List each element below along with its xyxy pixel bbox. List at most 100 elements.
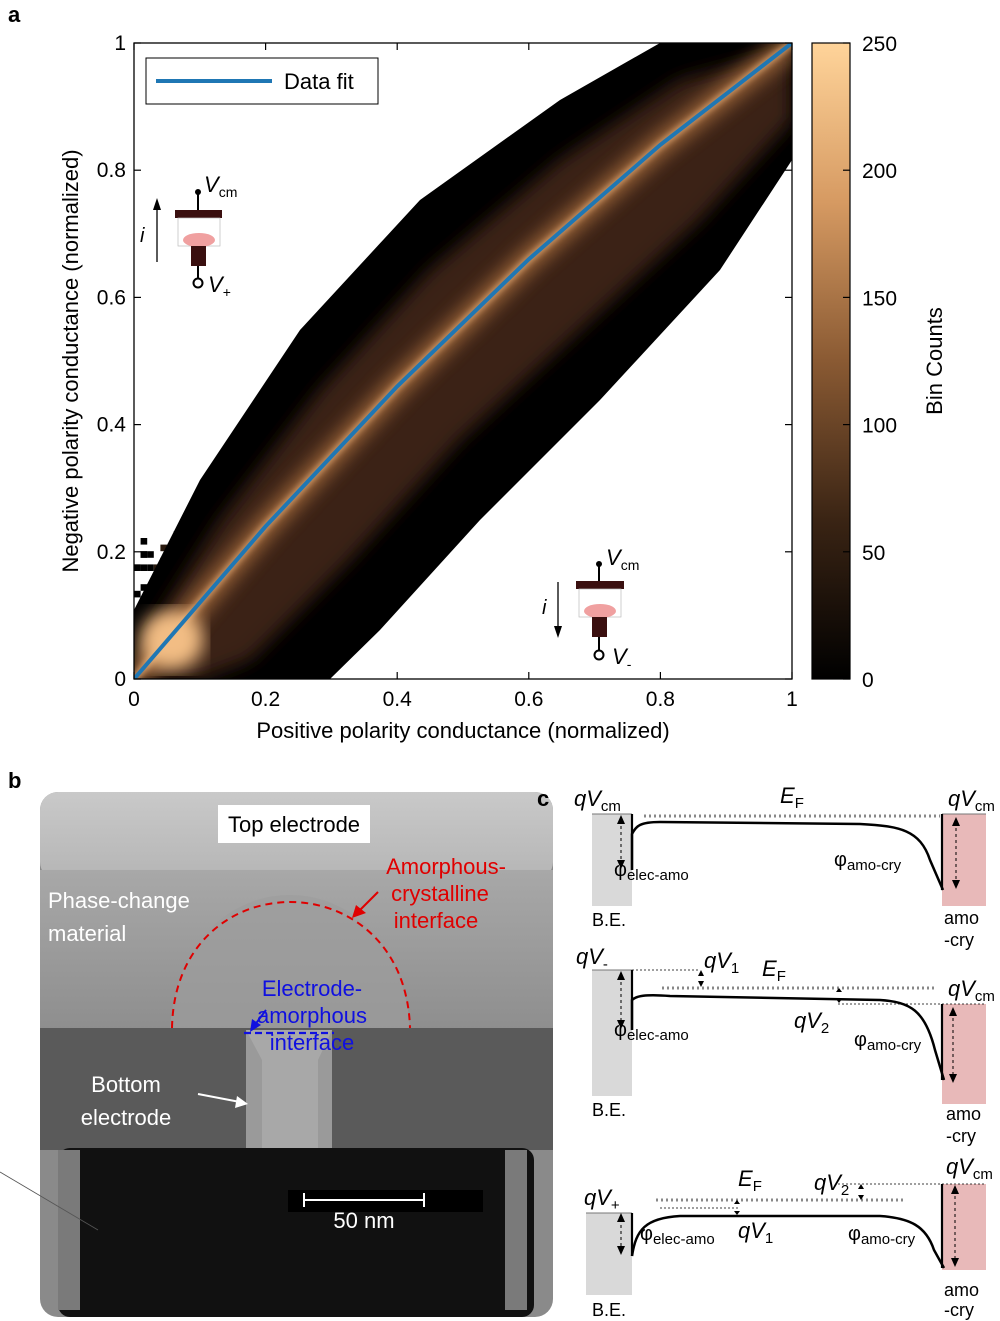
colorbar-tick-label: 100 (862, 415, 897, 438)
svg-text:Vcm: Vcm (204, 172, 237, 200)
amo-cry-block-1 (942, 814, 986, 906)
top-electrode-label-box (218, 805, 370, 843)
d3-be: B.E. (592, 1300, 626, 1320)
d2-ef: E (762, 956, 777, 981)
colorbar-tick-label: 250 (862, 33, 897, 56)
svg-text:φelec-amo: φelec-amo (614, 1019, 689, 1044)
x-tick-label: 0.4 (383, 688, 413, 711)
d3-left-q: qV (584, 1185, 613, 1210)
d2-right-sub: cm (975, 988, 995, 1005)
y-ticks: 0 0.2 0.4 0.6 0.8 1 (97, 32, 792, 691)
svg-text:qVcm: qVcm (946, 1154, 993, 1183)
x-tick-label: 0.8 (646, 688, 675, 711)
d1-right-q: qV (948, 786, 977, 811)
heatmap-bin (134, 590, 141, 598)
colorbar-ticks: 0 50 100 150 200 250 (843, 33, 897, 692)
d2-phi-right-sub: amo-cry (867, 1037, 922, 1054)
d3-qv2-sub: 2 (841, 1182, 849, 1199)
svg-text:qV1: qV1 (738, 1218, 773, 1247)
d2-phi-left-sub: elec-amo (627, 1027, 689, 1044)
d2-left-sub: - (603, 956, 608, 973)
inset-device-up: i Vcm V+ (140, 172, 237, 300)
band-diagram-2: qV- qV1 EF qV2 qVcm φelec-amo φamo-cry B… (576, 944, 995, 1146)
heatmap-band-inner (138, 50, 792, 679)
d2-phi-right: φ (854, 1029, 867, 1051)
svg-text:φelec-amo: φelec-amo (614, 859, 689, 884)
x-tick-label: 0.6 (514, 688, 543, 711)
svg-text:qVcm: qVcm (574, 786, 621, 815)
scale-bar-label: 50 nm (333, 1208, 394, 1233)
colorbar (811, 42, 851, 680)
tem-left-liner (58, 1150, 80, 1310)
svg-text:Vcm: Vcm (606, 545, 639, 573)
bottom-electrode-label: Bottom electrode (81, 1072, 172, 1130)
band-curve-1 (630, 820, 945, 891)
svg-text:qV-: qV- (576, 944, 608, 973)
heatmap-bin (160, 544, 167, 552)
heatmap-bin (134, 564, 141, 571)
d1-cry: -cry (944, 930, 974, 950)
plot-frame (133, 42, 793, 680)
d1-phi-right-sub: amo-cry (847, 857, 902, 874)
x-tick-label: 1 (786, 688, 798, 711)
d3-qv1: qV (738, 1218, 767, 1243)
inset2-bottom-v: V (612, 644, 629, 669)
bottom-electrode-arrow (197, 1093, 241, 1103)
inset2-top-sub: cm (621, 557, 640, 573)
panel-label-a: a (8, 2, 21, 27)
x-ticks: 0 0.2 0.4 0.6 0.8 1 (128, 43, 798, 711)
band-diagram-1: qVcm EF qVcm φelec-amo φamo-cry B.E. amo… (574, 783, 995, 950)
d2-left-q: qV (576, 944, 605, 969)
inset-device-down: i Vcm V- (542, 545, 639, 672)
d2-cry: -cry (946, 1126, 976, 1146)
d1-ef: E (780, 783, 795, 808)
be-block-1 (592, 814, 632, 906)
d2-qv2: qV (794, 1008, 823, 1033)
inset-bottom-v: V (208, 272, 225, 297)
panel-label-c: c (537, 786, 549, 811)
inset-top-sub: cm (219, 184, 238, 200)
y-tick-label: 0.6 (97, 286, 126, 309)
amorphous-crystalline-label: Amorphous-crystalline interface (386, 854, 506, 933)
y-tick-label: 0.2 (97, 541, 126, 564)
inset-top-v: V (204, 172, 221, 197)
tem-amorphous-dome (170, 895, 410, 1030)
d2-be: B.E. (592, 1100, 626, 1120)
tem-image (0, 792, 553, 1317)
y-tick-label: 0.8 (97, 159, 126, 182)
svg-text:qVcm: qVcm (948, 976, 995, 1005)
tem-substrate (58, 1148, 534, 1317)
band-diagram-3: qV+ EF qV2 qVcm φelec-amo qV1 φamo-cry B… (584, 1154, 993, 1320)
y-tick-label: 0 (114, 668, 126, 691)
phase-change-label: Phase-change material (48, 888, 190, 946)
legend-entry: Data fit (284, 69, 354, 94)
x-tick-label: 0.2 (251, 688, 280, 711)
svg-text:φamo-cry: φamo-cry (834, 849, 902, 874)
svg-text:EF: EF (762, 956, 786, 985)
heatmap-bin (140, 584, 148, 591)
heatmap-bin (140, 538, 148, 545)
colorbar-tick-label: 200 (862, 160, 897, 183)
svg-text:V-: V- (612, 644, 632, 672)
band-curve-2 (630, 993, 946, 1081)
colorbar-tick-label: 50 (862, 542, 885, 565)
d3-right-sub: cm (973, 1166, 993, 1183)
colorbar-tick-label: 0 (862, 669, 874, 692)
d3-qv2: qV (814, 1170, 843, 1195)
d1-amo: amo (944, 908, 979, 928)
heatmap-bin (147, 564, 154, 571)
d3-phi-right: φ (848, 1223, 861, 1245)
svg-text:qV+: qV+ (584, 1185, 620, 1214)
d2-right-q: qV (948, 976, 977, 1001)
x-axis-label: Positive polarity conductance (normalize… (256, 718, 669, 743)
tem-right-liner (505, 1150, 527, 1310)
svg-text:qV1: qV1 (704, 948, 739, 977)
tem-heater-neck (246, 1030, 332, 1150)
svg-text:φamo-cry: φamo-cry (848, 1223, 916, 1248)
panel-label-b: b (8, 768, 21, 793)
d3-amo: amo (944, 1280, 979, 1300)
inset-mushroom (183, 233, 215, 247)
heatmap-bin (140, 564, 148, 571)
fit-curve (134, 43, 792, 679)
